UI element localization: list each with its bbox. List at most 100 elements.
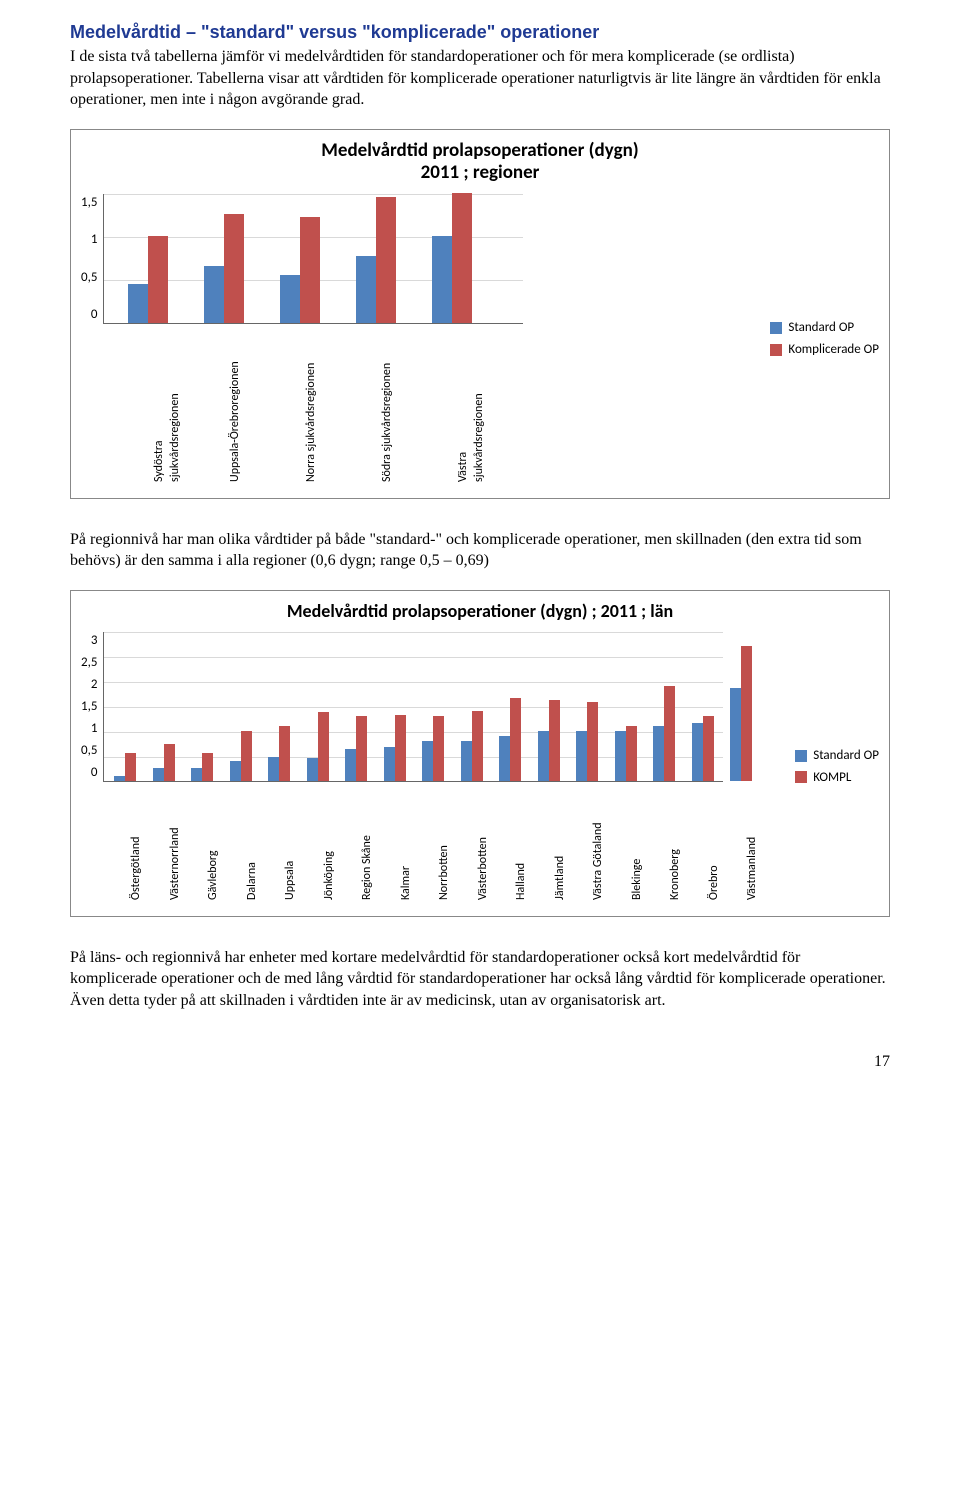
bar-standard [280, 275, 300, 323]
bar-standard [307, 758, 318, 781]
xlabel: Västmanland [744, 836, 760, 899]
page-number: 17 [70, 1051, 890, 1073]
legend-item: Standard OP [770, 319, 879, 337]
legend-item: Komplicerade OP [770, 341, 879, 359]
bar-standard [576, 731, 587, 781]
bar-kompl [356, 716, 367, 781]
ytick-label: 2,5 [81, 654, 97, 672]
bar-kompl [510, 698, 521, 781]
paragraph-1: I de sista två tabellerna jämför vi mede… [70, 46, 890, 111]
ytick-label: 1 [81, 720, 97, 738]
bar-standard [356, 256, 376, 323]
bar-standard [499, 736, 510, 781]
xlabel: Jönköping [321, 851, 337, 900]
bar-kompl [395, 715, 406, 781]
bar-kompl [549, 700, 560, 781]
bar-group [615, 726, 637, 781]
chart2-legend: Standard OP KOMPL [795, 743, 879, 790]
bar-group [230, 731, 252, 781]
xlabel: Örebro [706, 865, 722, 900]
section-heading: Medelvårdtid – "standard" versus "kompli… [70, 20, 890, 44]
bar-group [356, 197, 396, 323]
xlabel: Jämtland [552, 855, 568, 899]
grid-line [104, 657, 723, 658]
bar-kompl [664, 686, 675, 781]
bar-group [268, 726, 290, 781]
bar-standard [384, 747, 395, 781]
xlabel: Blekinge [629, 858, 645, 899]
bar-group [345, 716, 367, 781]
xlabel: Östergötland [128, 836, 144, 899]
bar-kompl [224, 214, 244, 322]
bar-kompl [148, 236, 168, 323]
paragraph-2: På regionnivå har man olika vårdtider på… [70, 529, 890, 572]
paragraph-3: På läns- och regionnivå har enheter med … [70, 947, 890, 1012]
bar-kompl [164, 744, 175, 781]
xlabel: Västra sjukvårdsregionen [455, 393, 487, 482]
bar-group [114, 753, 136, 781]
grid-line [104, 682, 723, 683]
bar-group [576, 702, 598, 781]
bar-standard [615, 731, 626, 781]
legend-item: Standard OP [795, 747, 879, 765]
ytick-label: 0 [81, 764, 97, 782]
xlabel: Region Skåne [359, 835, 375, 900]
xlabel: Norrbotten [436, 845, 452, 900]
bar-kompl [300, 217, 320, 323]
grid-line [104, 707, 723, 708]
chart-counties: Medelvårdtid prolapsoperationer (dygn) ;… [70, 590, 890, 917]
bar-group [307, 712, 329, 781]
bar-group [730, 646, 752, 781]
bar-standard [730, 688, 741, 781]
chart2-title: Medelvårdtid prolapsoperationer (dygn) ;… [81, 601, 879, 622]
chart2-plot [103, 632, 723, 782]
bar-group [461, 711, 483, 781]
bar-standard [191, 768, 202, 781]
xlabel: Uppsala-Örebroregionen [227, 361, 243, 482]
bar-standard [268, 757, 279, 781]
chart1-title-line1: Medelvårdtid prolapsoperationer (dygn) [321, 139, 638, 162]
bar-standard [153, 768, 164, 781]
legend-item: KOMPL [795, 769, 879, 787]
bar-kompl [472, 711, 483, 781]
ytick-label: 2 [81, 676, 97, 694]
bar-standard [128, 284, 148, 323]
legend-label: Standard OP [813, 747, 879, 765]
bar-kompl [279, 726, 290, 781]
legend-label: Standard OP [788, 319, 854, 337]
bar-standard [422, 741, 433, 781]
chart1-title: Medelvårdtid prolapsoperationer (dygn) 2… [81, 140, 879, 184]
ytick-label: 3 [81, 632, 97, 650]
bar-kompl [202, 753, 213, 781]
bar-standard [653, 726, 664, 781]
xlabel: Västerbotten [475, 837, 491, 900]
bar-kompl [741, 646, 752, 781]
bar-kompl [125, 753, 136, 781]
legend-swatch [770, 344, 782, 356]
xlabel: Uppsala [282, 860, 298, 899]
bar-group [153, 744, 175, 781]
bar-standard [461, 741, 472, 781]
bar-group [432, 193, 472, 323]
xlabel: Halland [513, 863, 529, 900]
bar-kompl [241, 731, 252, 781]
ytick-label: 1,5 [81, 194, 97, 212]
chart2-xlabels: ÖstergötlandVästernorrlandGävleborgDalar… [103, 782, 723, 902]
bar-kompl [626, 726, 637, 781]
legend-swatch [795, 771, 807, 783]
legend-label: Komplicerade OP [788, 341, 879, 359]
bar-group [692, 716, 714, 781]
xlabel: Dalarna [244, 862, 260, 900]
bar-group [204, 214, 244, 322]
bar-kompl [376, 197, 396, 323]
bar-standard [538, 731, 549, 781]
bar-standard [432, 236, 452, 323]
bar-group [538, 700, 560, 781]
chart1-legend: Standard OP Komplicerade OP [770, 315, 879, 362]
bar-kompl [587, 702, 598, 781]
xlabel: Kalmar [398, 866, 414, 900]
xlabel: Gävleborg [205, 850, 221, 900]
grid-line [104, 632, 723, 633]
xlabel: Sydöstra sjukvårdsregionen [151, 393, 183, 482]
bar-group [280, 217, 320, 323]
